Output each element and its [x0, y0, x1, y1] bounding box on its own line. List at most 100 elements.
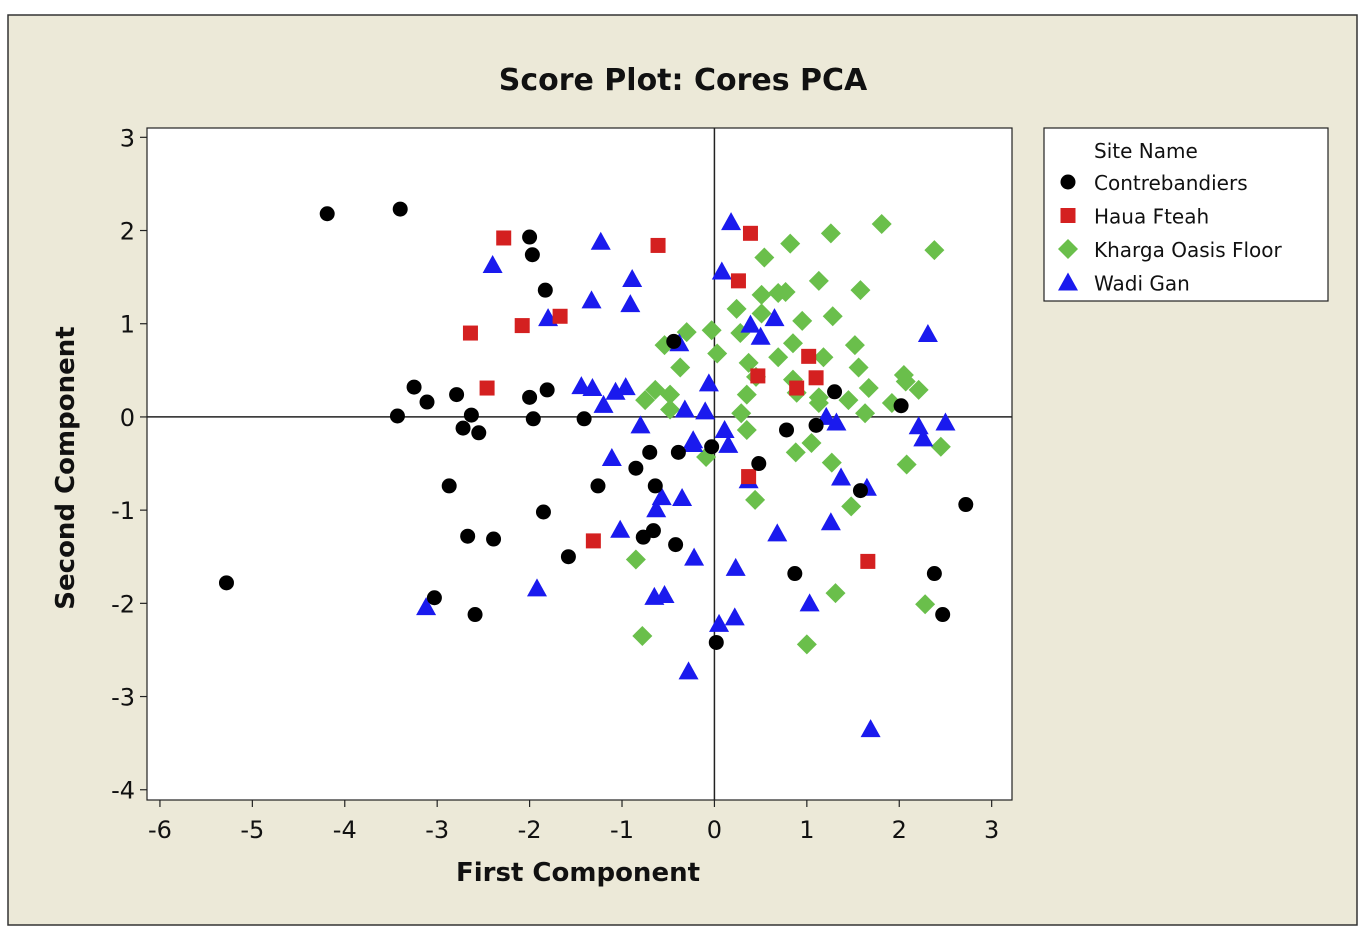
point-contrebandiers: [449, 387, 465, 403]
point-contrebandiers: [647, 478, 663, 494]
point-contrebandiers: [426, 590, 442, 606]
point-contrebandiers: [524, 247, 540, 263]
point-contrebandiers: [467, 607, 483, 623]
point-kharga-oasis-floor: [645, 379, 666, 400]
point-kharga-oasis-floor: [896, 454, 917, 475]
point-kharga-oasis-floor: [821, 452, 842, 473]
x-tick-label: -1: [610, 816, 634, 844]
point-contrebandiers: [787, 566, 803, 582]
point-wadi-gan: [709, 613, 730, 632]
point-contrebandiers: [560, 549, 576, 565]
point-wadi-gan: [820, 512, 841, 531]
point-contrebandiers: [539, 382, 555, 398]
point-kharga-oasis-floor: [813, 347, 834, 368]
point-contrebandiers: [463, 407, 479, 423]
x-tick-label: -4: [333, 816, 357, 844]
point-wadi-gan: [615, 377, 636, 396]
point-kharga-oasis-floor: [731, 403, 752, 424]
point-contrebandiers: [704, 439, 720, 455]
point-kharga-oasis-floor: [850, 280, 871, 301]
point-contrebandiers: [926, 566, 942, 582]
point-kharga-oasis-floor: [796, 634, 817, 655]
y-tick-label: 2: [120, 218, 135, 246]
point-wadi-gan: [750, 326, 771, 345]
point-contrebandiers: [392, 201, 408, 217]
point-haua-fteah: [585, 533, 601, 549]
point-kharga-oasis-floor: [738, 352, 759, 373]
point-wadi-gan: [672, 488, 693, 507]
point-kharga-oasis-floor: [858, 378, 879, 399]
point-wadi-gan: [718, 434, 739, 453]
point-wadi-gan: [620, 294, 641, 313]
point-haua-fteah: [514, 318, 530, 334]
point-contrebandiers: [779, 422, 795, 438]
point-wadi-gan: [831, 467, 852, 486]
plot-area: [146, 127, 1013, 801]
point-kharga-oasis-floor: [785, 442, 806, 463]
point-wadi-gan: [482, 255, 503, 274]
point-wadi-gan: [698, 373, 719, 392]
point-contrebandiers: [441, 478, 457, 494]
point-kharga-oasis-floor: [895, 371, 916, 392]
point-kharga-oasis-floor: [908, 379, 929, 400]
point-haua-fteah: [860, 553, 876, 569]
point-kharga-oasis-floor: [701, 320, 722, 341]
y-tick-label: 0: [120, 404, 135, 432]
point-kharga-oasis-floor: [782, 333, 803, 354]
point-wadi-gan: [605, 381, 626, 400]
point-wadi-gan: [740, 314, 761, 333]
point-wadi-gan: [714, 419, 735, 438]
point-wadi-gan: [654, 584, 675, 603]
point-wadi-gan: [935, 412, 956, 431]
point-kharga-oasis-floor: [745, 489, 766, 510]
point-haua-fteah: [808, 370, 824, 386]
point-contrebandiers: [958, 497, 974, 513]
point-kharga-oasis-floor: [625, 549, 646, 570]
y-tick-label: -1: [111, 497, 135, 525]
point-contrebandiers: [471, 425, 487, 441]
y-tick-label: -3: [111, 684, 135, 712]
point-contrebandiers: [628, 460, 644, 476]
y-tick-label: 3: [120, 124, 135, 152]
point-haua-fteah: [462, 325, 478, 341]
point-kharga-oasis-floor: [780, 233, 801, 254]
legend-marker-haua-fteah: [1060, 208, 1076, 223]
point-wadi-gan: [622, 268, 643, 287]
point-kharga-oasis-floor: [924, 240, 945, 261]
point-kharga-oasis-floor: [751, 303, 772, 324]
point-kharga-oasis-floor: [915, 594, 936, 615]
point-kharga-oasis-floor: [660, 399, 681, 420]
point-kharga-oasis-floor: [871, 214, 892, 234]
point-contrebandiers: [522, 389, 538, 405]
y-tick-label: -2: [111, 590, 135, 618]
point-kharga-oasis-floor: [754, 247, 775, 268]
point-wadi-gan: [582, 378, 603, 397]
point-kharga-oasis-floor: [736, 384, 757, 405]
point-contrebandiers: [389, 408, 405, 424]
point-wadi-gan: [799, 593, 820, 612]
x-axis-label: First Component: [456, 858, 700, 888]
point-kharga-oasis-floor: [726, 298, 747, 319]
point-kharga-oasis-floor: [751, 284, 772, 305]
point-contrebandiers: [522, 229, 538, 245]
point-contrebandiers: [486, 531, 502, 547]
point-wadi-gan: [724, 607, 745, 626]
legend: Site Name Contrebandiers Haua Fteah Kharga…: [1043, 127, 1329, 302]
legend-marker-contrebandiers: [1060, 174, 1076, 190]
point-wadi-gan: [630, 415, 651, 434]
point-kharga-oasis-floor: [660, 384, 681, 405]
point-contrebandiers: [537, 282, 553, 298]
point-wadi-gan: [646, 499, 667, 518]
point-kharga-oasis-floor: [775, 282, 796, 303]
point-wadi-gan: [695, 401, 716, 420]
point-wadi-gan: [610, 519, 631, 538]
point-kharga-oasis-floor: [855, 403, 876, 424]
legend-title: Site Name: [1094, 139, 1198, 163]
point-wadi-gan: [711, 261, 732, 280]
point-contrebandiers: [576, 411, 592, 427]
point-kharga-oasis-floor: [707, 343, 728, 364]
point-kharga-oasis-floor: [768, 347, 789, 368]
point-haua-fteah: [741, 469, 757, 485]
point-contrebandiers: [808, 417, 824, 433]
